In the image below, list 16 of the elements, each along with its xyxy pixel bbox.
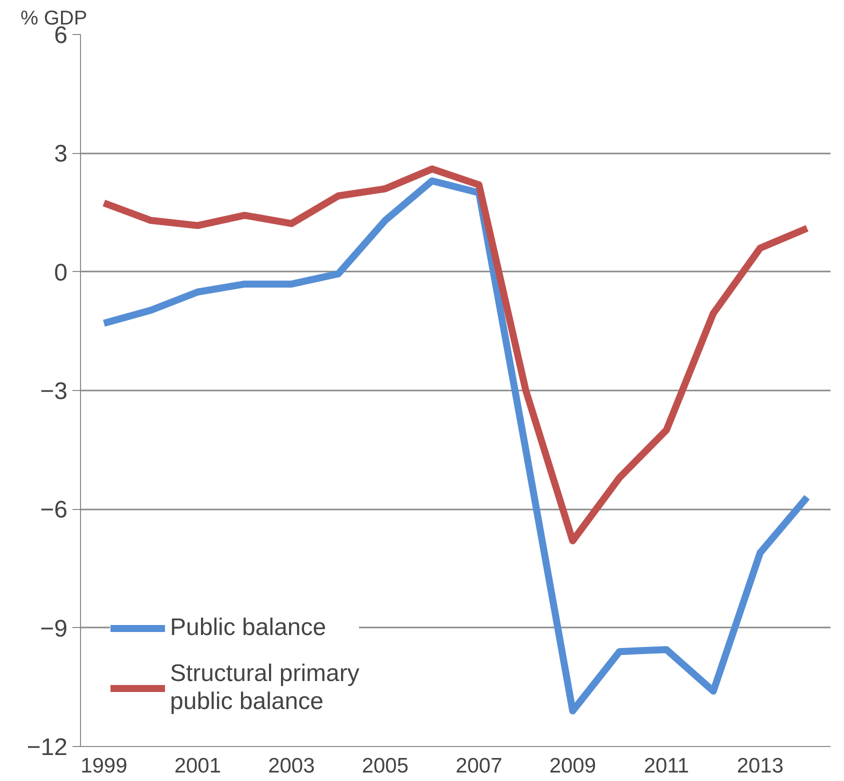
x-tick-label: 2003 <box>268 754 315 778</box>
legend-label: Structural primary public balance <box>170 660 360 716</box>
x-tick-label: 2007 <box>456 754 502 778</box>
y-tick-label: 3 <box>54 140 68 168</box>
x-tick-label: 2011 <box>644 754 690 778</box>
y-tick-label: −6 <box>40 496 68 524</box>
x-tick-label: 2013 <box>736 754 784 778</box>
x-tick-label: 2009 <box>549 754 596 778</box>
x-tick-label: 2005 <box>362 754 409 778</box>
x-tick-label: 1999 <box>80 754 128 778</box>
y-tick-label: −3 <box>40 378 68 405</box>
x-tick-label: 2001 <box>174 754 222 778</box>
y-tick-label: −12 <box>26 734 68 761</box>
y-tick-label: 0 <box>54 259 68 286</box>
y-tick-label: −9 <box>40 615 68 642</box>
legend-label: Public balance <box>170 614 326 642</box>
